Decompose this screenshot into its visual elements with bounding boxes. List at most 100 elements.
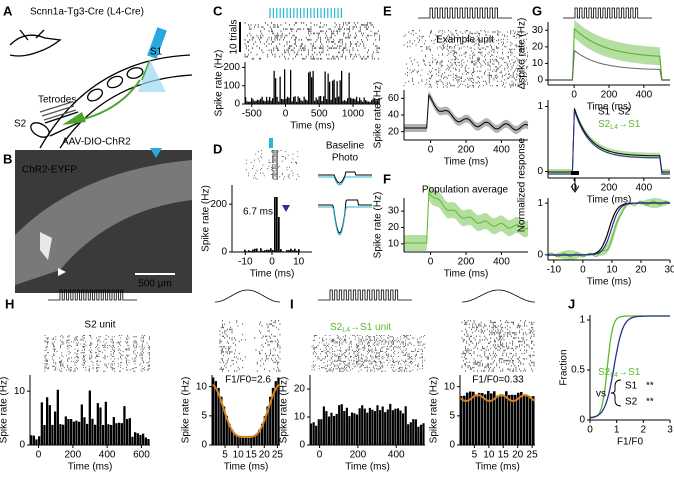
- curve: [589, 315, 670, 419]
- y-axis-label: Spike rate (Hz): [373, 82, 384, 149]
- y-axis-label: Spike rate (Hz): [0, 377, 10, 444]
- annotation: vs: [596, 389, 606, 400]
- annotation: S2: [618, 107, 631, 118]
- panel-label: B: [3, 151, 12, 166]
- x-tick-label: 0: [36, 450, 42, 461]
- x-tick-label: 10: [606, 265, 618, 276]
- histogram: [460, 391, 535, 445]
- text-part: S2: [598, 119, 611, 130]
- y-tick-label: 100: [223, 80, 240, 91]
- annotation: Photo: [332, 153, 359, 164]
- x-axis-label: Time (ms): [68, 462, 113, 473]
- x-tick-label: 15: [246, 450, 258, 461]
- y-tick-label: 10: [388, 238, 400, 249]
- y-tick-label: 30: [532, 25, 544, 36]
- x-tick-label: 2: [641, 425, 647, 436]
- stimulus: [563, 7, 652, 19]
- annotation: S2: [14, 119, 27, 130]
- x-tick-label: 0: [580, 265, 586, 276]
- x-tick-label: -10: [238, 257, 253, 268]
- annotation: S1: [625, 381, 638, 392]
- x-tick-label: 400: [493, 257, 510, 268]
- annotation: **: [646, 381, 654, 392]
- panel-label: G: [532, 3, 542, 18]
- x-tick-label: 0: [269, 257, 275, 268]
- histogram: [212, 377, 280, 445]
- light-marker: [150, 148, 162, 158]
- annotation: S2: [625, 397, 638, 408]
- x-tick-label: 25: [272, 450, 284, 461]
- x-tick-label: 500: [311, 109, 328, 120]
- x-tick-label: 400: [99, 450, 116, 461]
- x-axis-label: Time (ms): [250, 269, 295, 280]
- stimulus: [48, 289, 137, 301]
- y-tick-label: 40: [388, 110, 400, 121]
- y-tick-label: 60: [388, 93, 400, 104]
- histogram: [244, 197, 300, 252]
- y-axis-label: Normalized response: [517, 137, 528, 232]
- raster: [311, 335, 426, 372]
- subscript: L4: [610, 372, 618, 379]
- x-axis-label: Time (ms): [587, 102, 632, 113]
- x-tick-label: 30: [664, 265, 674, 276]
- x-tick-label: 10: [233, 450, 245, 461]
- light-cone: [138, 60, 166, 92]
- y-tick-label: 20: [532, 42, 544, 53]
- raster: [219, 320, 281, 372]
- panel-label: H: [5, 296, 14, 311]
- raster: [44, 335, 150, 372]
- y-tick-label: 0: [537, 249, 543, 260]
- stimulus: [462, 289, 535, 303]
- x-tick-label: 200: [65, 450, 82, 461]
- panel-label: E: [383, 3, 392, 18]
- y-tick-label: 200: [223, 62, 240, 73]
- curve: [318, 206, 372, 236]
- x-tick-label: 200: [458, 145, 475, 156]
- x-tick-label: 1000: [342, 109, 365, 120]
- annotation: ChR2-EYFP: [22, 165, 77, 176]
- y-tick-label: 0: [234, 99, 240, 110]
- stimulus: [269, 138, 273, 148]
- y-tick-label: 10: [294, 412, 306, 423]
- y-tick-label: 0: [201, 440, 207, 451]
- curve: [459, 393, 536, 403]
- stimulus: [269, 8, 342, 18]
- x-tick-label: 200: [458, 257, 475, 268]
- y-tick-label: 5: [201, 410, 207, 421]
- annotation: 500 μm: [138, 279, 172, 290]
- y-tick-label: 0: [221, 247, 227, 258]
- x-tick-label: 200: [350, 450, 367, 461]
- annotation: S1: [598, 107, 611, 118]
- annotation: F1/F0=0.33: [472, 375, 524, 386]
- y-tick-label: 1: [537, 101, 543, 112]
- x-tick-label: 400: [636, 183, 653, 194]
- y-tick-label: 0.5: [571, 365, 585, 376]
- x-axis-label: Time (ms): [475, 462, 520, 473]
- x-tick-label: 1: [614, 425, 620, 436]
- y-tick-label: 0: [579, 415, 585, 426]
- x-tick-label: 5: [472, 450, 478, 461]
- y-tick-label: 20: [388, 126, 400, 137]
- x-tick-label: -500: [242, 109, 262, 120]
- y-axis-label: Spike rate (Hz): [279, 377, 290, 444]
- panel-label: J: [568, 296, 575, 311]
- y-tick-label: 200: [210, 199, 227, 210]
- curve: [404, 190, 529, 244]
- curve: [404, 93, 529, 131]
- y-tick-label: 1: [579, 315, 585, 326]
- x-tick-label: 200: [601, 183, 618, 194]
- panel-label: F: [383, 171, 391, 186]
- x-tick-label: 10: [293, 257, 305, 268]
- x-tick-label: 20: [635, 265, 647, 276]
- annotation: AAV-DIO-ChR2: [62, 137, 131, 148]
- stimulus: [318, 289, 412, 301]
- annotation: S2L4→S1: [598, 119, 641, 131]
- annotation: Scnn1a-Tg3-Cre (L4-Cre): [30, 7, 144, 18]
- x-tick-label: 0: [283, 109, 289, 120]
- x-tick-label: 20: [259, 450, 271, 461]
- x-axis-label: Time (ms): [587, 277, 632, 288]
- y-tick-label: 20: [388, 222, 400, 233]
- y-tick-label: 0: [537, 75, 543, 86]
- x-tick-label: 200: [601, 90, 618, 101]
